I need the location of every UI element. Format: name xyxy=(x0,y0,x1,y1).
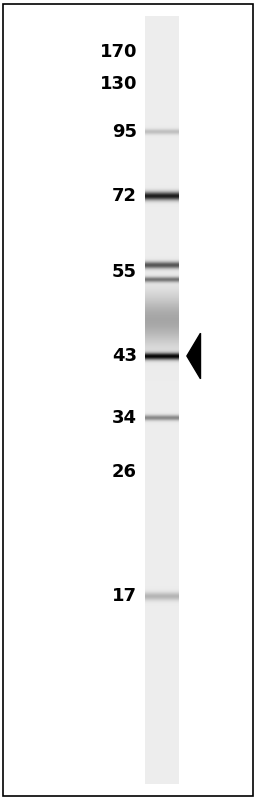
Text: 43: 43 xyxy=(112,347,137,365)
Text: 34: 34 xyxy=(112,409,137,426)
Text: 55: 55 xyxy=(112,263,137,281)
Text: 95: 95 xyxy=(112,123,137,141)
Text: 72: 72 xyxy=(112,187,137,205)
Text: 130: 130 xyxy=(100,75,137,93)
Text: 26: 26 xyxy=(112,463,137,481)
Text: 17: 17 xyxy=(112,587,137,605)
Polygon shape xyxy=(187,333,200,378)
Text: 170: 170 xyxy=(100,43,137,61)
